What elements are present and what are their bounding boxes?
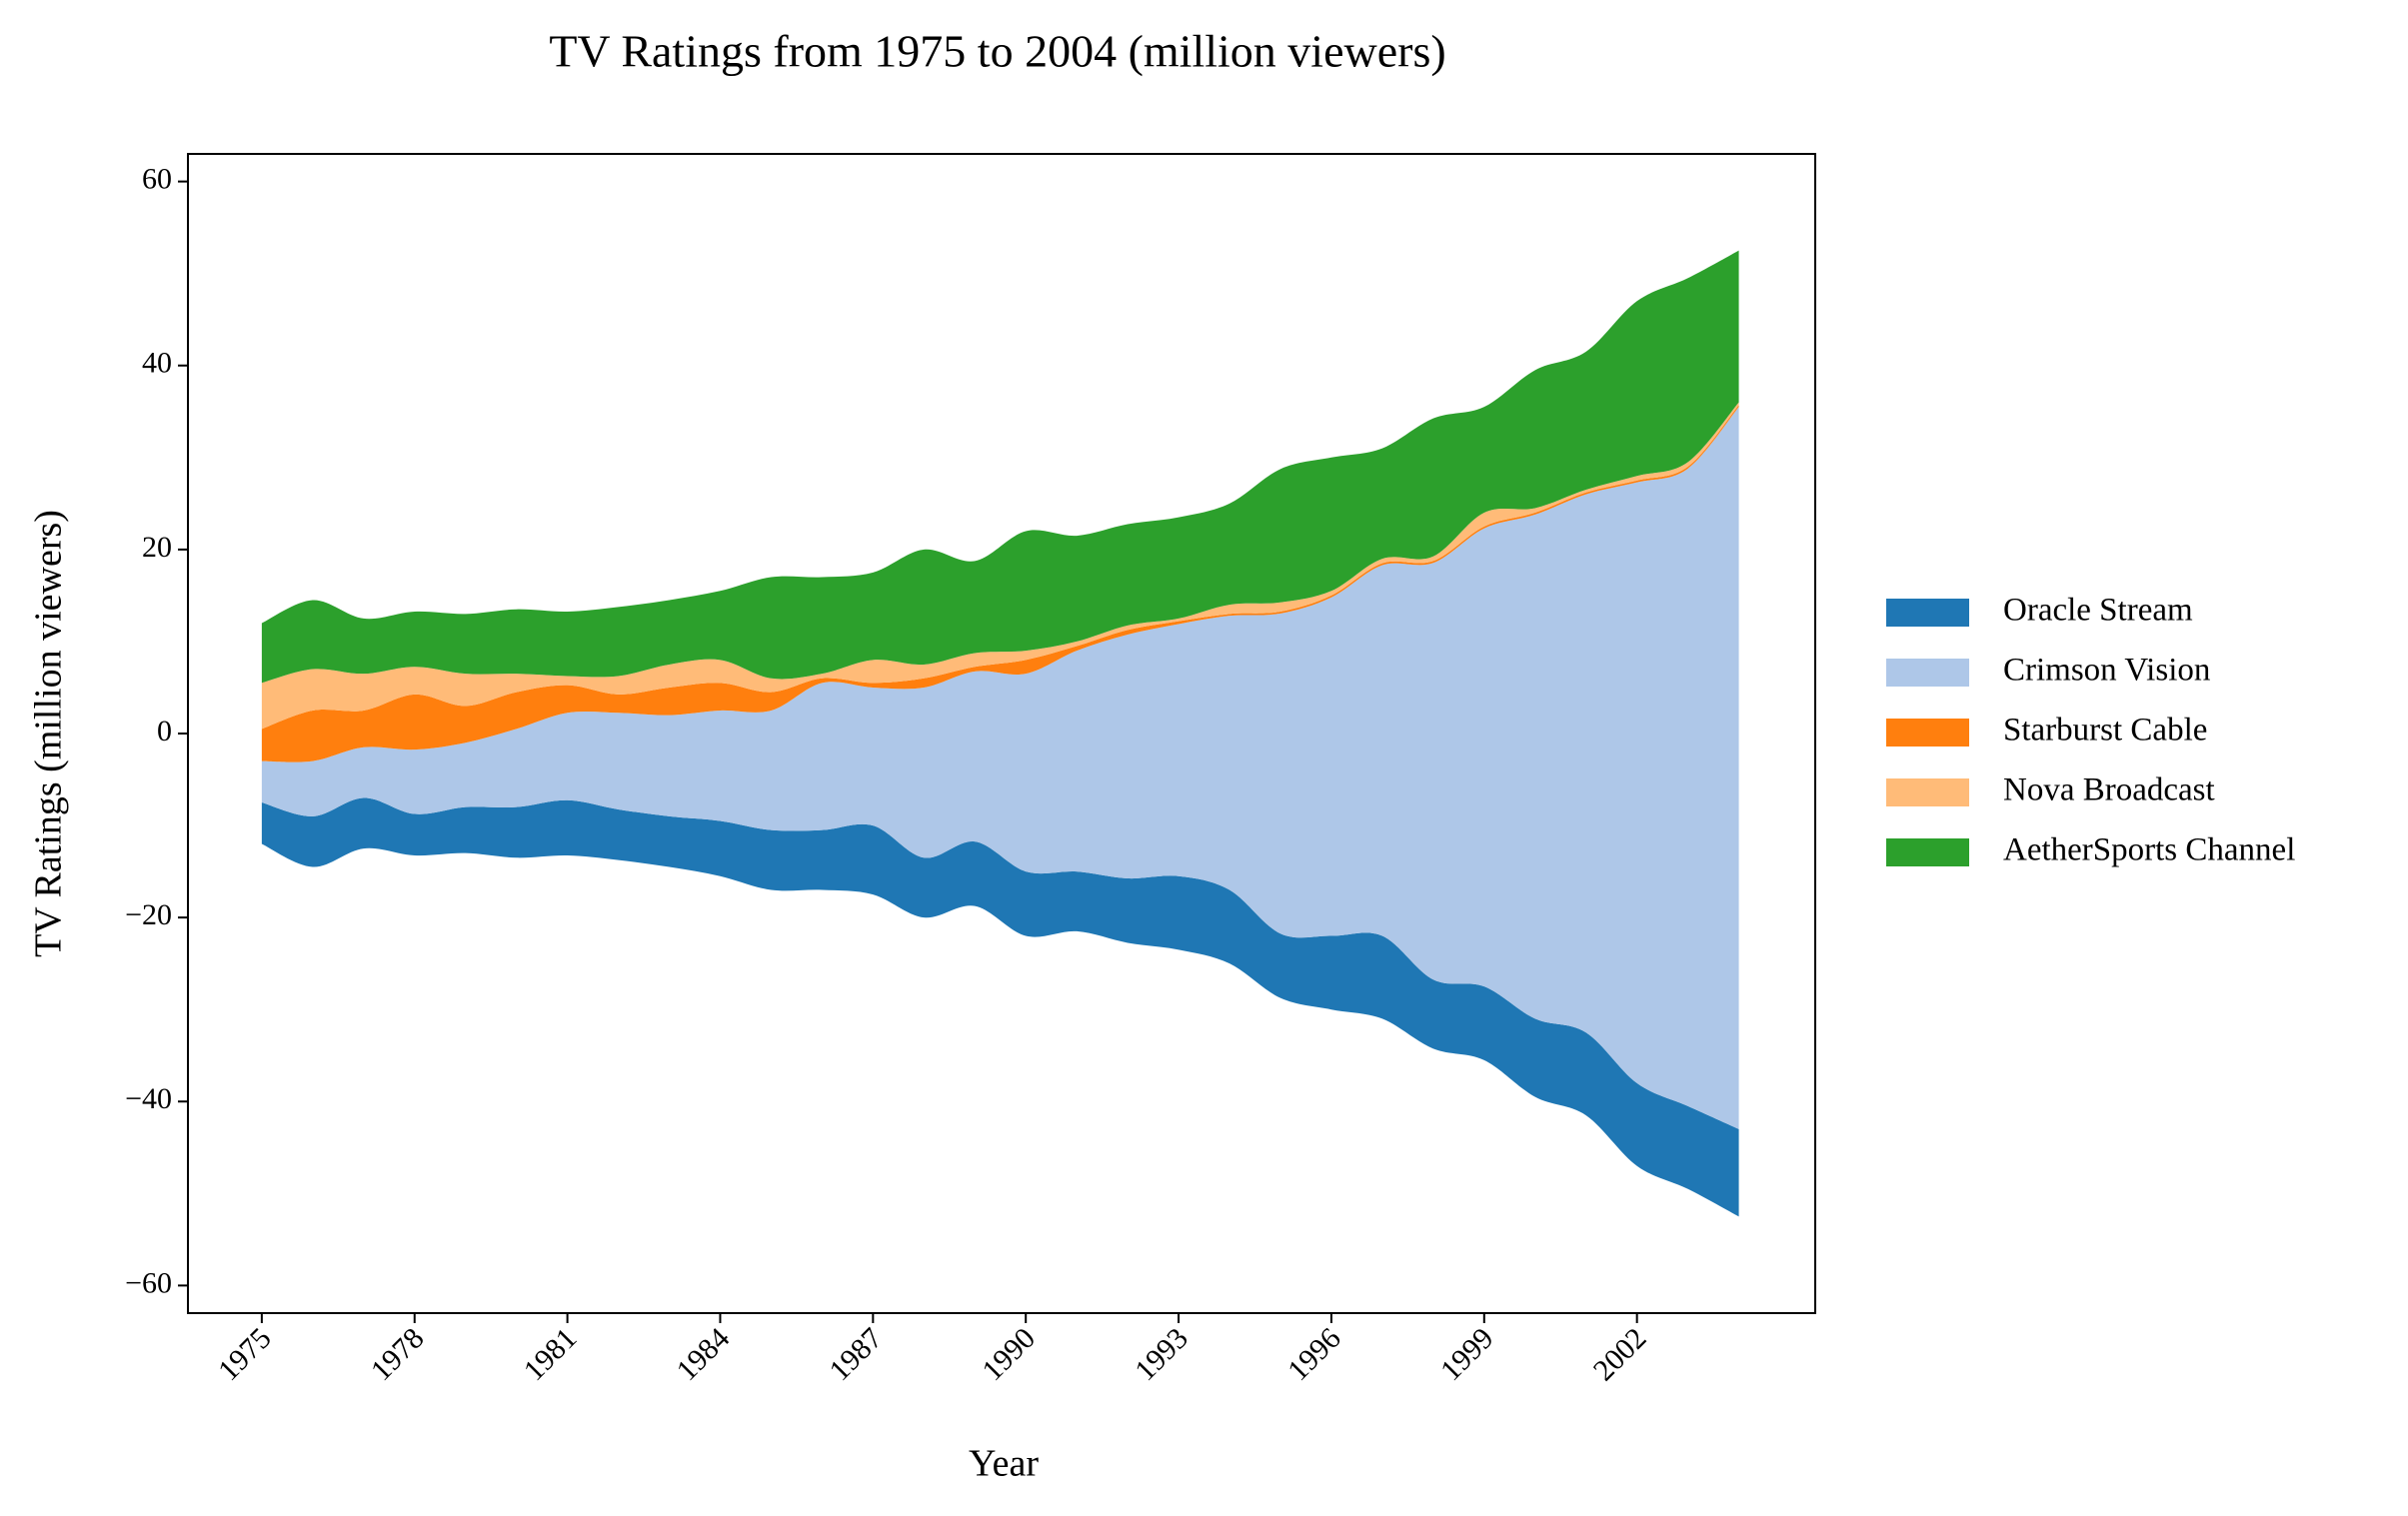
x-tick-label: 1999 bbox=[1434, 1321, 1500, 1387]
y-tick-label: 0 bbox=[157, 715, 172, 748]
legend-label: AetherSports Channel bbox=[2003, 832, 2295, 868]
y-tick-label: −60 bbox=[125, 1266, 172, 1299]
legend-swatch bbox=[1886, 599, 1969, 627]
x-tick-label: 1996 bbox=[1281, 1321, 1347, 1387]
legend-label: Oracle Stream bbox=[2003, 593, 2193, 629]
x-tick-label: 1984 bbox=[671, 1321, 737, 1387]
x-axis-label: Year bbox=[969, 1443, 1039, 1485]
x-tick-label: 2002 bbox=[1587, 1321, 1653, 1387]
y-axis-label: TV Ratings (million viewers) bbox=[28, 510, 70, 957]
y-tick-label: −40 bbox=[125, 1082, 172, 1115]
x-tick-label: 1981 bbox=[518, 1321, 584, 1387]
y-tick-label: −20 bbox=[125, 898, 172, 931]
x-tick-label: 1978 bbox=[365, 1321, 431, 1387]
legend-swatch bbox=[1886, 838, 1969, 866]
y-tick-label: 40 bbox=[142, 347, 172, 380]
legend-swatch bbox=[1886, 778, 1969, 806]
x-tick-label: 1990 bbox=[976, 1321, 1042, 1387]
x-tick-label: 1993 bbox=[1129, 1321, 1195, 1387]
y-tick-label: 60 bbox=[142, 163, 172, 196]
stream-area bbox=[261, 250, 1739, 684]
legend-swatch bbox=[1886, 719, 1969, 747]
legend-label: Nova Broadcast bbox=[2003, 772, 2215, 808]
stream-area bbox=[261, 405, 1739, 762]
legend-label: Starburst Cable bbox=[2003, 713, 2207, 749]
legend-swatch bbox=[1886, 659, 1969, 687]
x-tick-label: 1975 bbox=[212, 1321, 278, 1387]
x-tick-label: 1987 bbox=[823, 1321, 889, 1387]
stream-area bbox=[261, 797, 1739, 1217]
legend-label: Crimson Vision bbox=[2003, 653, 2210, 689]
stream-area bbox=[261, 407, 1739, 1129]
y-tick-label: 20 bbox=[142, 531, 172, 564]
chart-title: TV Ratings from 1975 to 2004 (million vi… bbox=[549, 26, 1445, 77]
